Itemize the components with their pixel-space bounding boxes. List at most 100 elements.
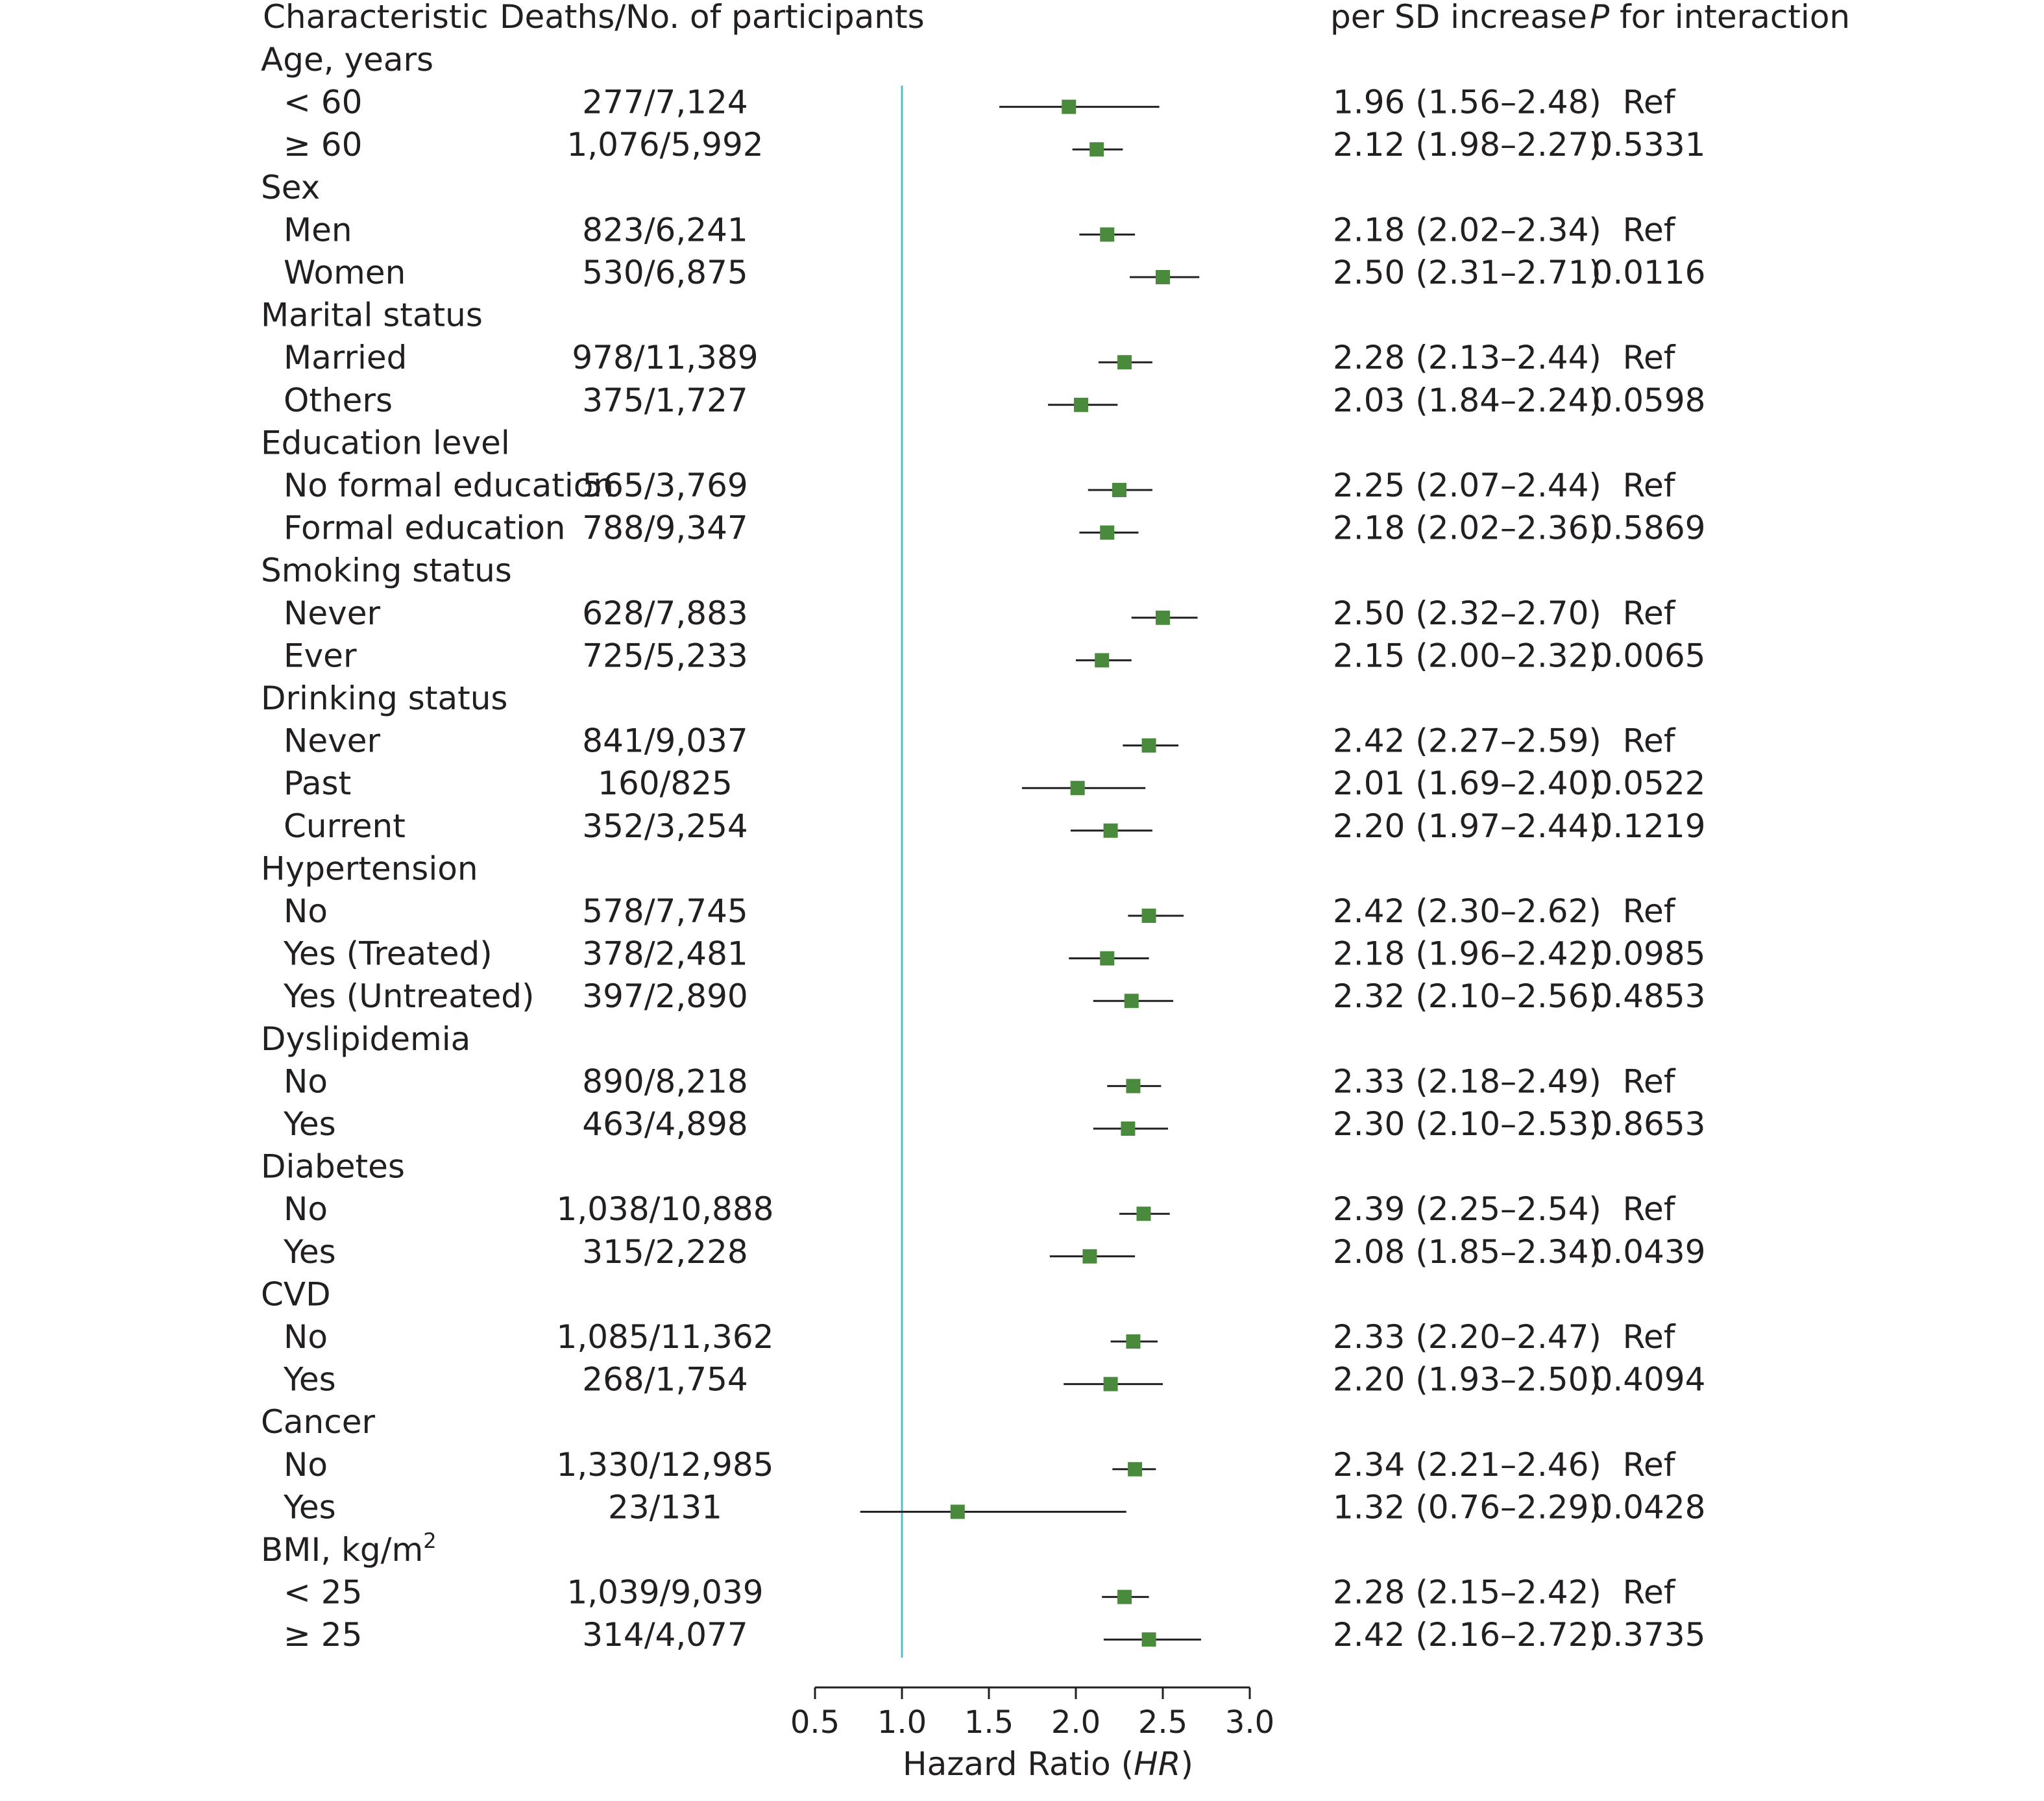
subgroup-label: No [284, 1190, 328, 1228]
subgroup-row: Men 823/6,241 2.18 (2.02–2.34) Ref [284, 211, 1676, 249]
subgroup-label: No formal education [284, 467, 614, 504]
group-row: CVD [261, 1275, 331, 1313]
group-label: Diabetes [261, 1148, 405, 1186]
subgroup-row: No 890/8,218 2.33 (2.18–2.49) Ref [284, 1062, 1676, 1100]
p-interaction-value: 0.0439 [1592, 1233, 1706, 1271]
deaths-value: 1,039/9,039 [566, 1574, 763, 1611]
subgroup-row: No 1,038/10,888 2.39 (2.25–2.54) Ref [284, 1190, 1676, 1228]
p-interaction-value: 0.3735 [1592, 1616, 1706, 1654]
hr-marker [1095, 653, 1110, 668]
hr-marker [1126, 1079, 1141, 1094]
hr-marker [950, 1504, 965, 1519]
p-interaction-value: Ref [1623, 211, 1676, 249]
hr-ci-text: 2.20 (1.97–2.44) [1333, 807, 1601, 845]
subgroup-label: Married [284, 339, 407, 376]
subgroup-row: Yes (Treated) 378/2,481 2.18 (1.96–2.42)0.… [283, 935, 1705, 973]
deaths-value: 841/9,037 [582, 722, 748, 760]
hr-ci-text: 1.96 (1.56–2.48) [1333, 84, 1601, 121]
hr-marker [1082, 1249, 1097, 1264]
hr-marker [1141, 1632, 1156, 1647]
group-label: Age, years [261, 41, 433, 79]
subgroup-label: ≥ 25 [284, 1616, 362, 1654]
group-row: Cancer [261, 1403, 375, 1441]
hr-ci-text: 1.32 (0.76–2.29) [1333, 1488, 1601, 1526]
group-label: Cancer [261, 1403, 375, 1441]
subgroup-row: < 60 277/7,124 1.96 (1.56–2.48) Ref [284, 84, 1676, 121]
subgroup-label: ≥ 60 [284, 126, 362, 164]
subgroup-label: Yes [283, 1105, 336, 1143]
x-tick-label: 2.5 [1138, 1704, 1187, 1741]
p-interaction-value: 0.4094 [1592, 1361, 1706, 1399]
x-axis: 0.5 1.0 1.5 2.0 2.5 3.0 Hazard Ratio (HR) [790, 1686, 1274, 1783]
subgroup-label: < 25 [284, 1574, 362, 1611]
hr-ci-text: 2.30 (2.10–2.53) [1333, 1105, 1601, 1143]
p-interaction-value: 0.0116 [1592, 254, 1706, 291]
group-row: Drinking status [261, 680, 507, 717]
subgroup-label: Yes (Untreated) [283, 977, 534, 1015]
x-tick-label: 1.0 [877, 1704, 927, 1741]
hr-ci-text: 2.32 (2.10–2.56) [1333, 977, 1601, 1015]
hr-ci-text: 2.50 (2.32–2.70) [1333, 594, 1601, 632]
subgroup-label: < 60 [284, 84, 362, 121]
subgroup-label: Women [284, 254, 406, 291]
subgroup-row: Yes (Untreated) 397/2,890 2.32 (2.10–2.56)… [283, 977, 1705, 1015]
hr-marker [1089, 142, 1104, 157]
subgroup-row: No 578/7,745 2.42 (2.30–2.62) Ref [284, 892, 1676, 930]
x-tick-label: 2.0 [1051, 1704, 1101, 1741]
group-label: Hypertension [261, 850, 478, 887]
hr-ci-text: 2.39 (2.25–2.54) [1333, 1190, 1601, 1228]
p-interaction-value: Ref [1623, 1062, 1676, 1100]
subgroup-label: No [284, 1062, 328, 1100]
hr-ci-text: 2.42 (2.27–2.59) [1333, 722, 1601, 760]
p-interaction-value: Ref [1623, 339, 1676, 376]
subgroup-label: Current [284, 807, 406, 845]
hr-ci-text: 2.03 (1.84–2.24) [1333, 382, 1601, 419]
subgroup-label: Yes [283, 1488, 336, 1526]
header-p-rest: for interaction [1609, 0, 1850, 36]
deaths-value: 788/9,347 [582, 509, 748, 547]
p-interaction-value: 0.1219 [1592, 807, 1706, 845]
subgroup-label: Others [284, 382, 393, 419]
subgroup-row: Formal education 788/9,347 2.18 (2.02–2.36… [284, 509, 1705, 547]
hr-ci-text: 2.42 (2.30–2.62) [1333, 892, 1601, 930]
group-row: Education level [261, 424, 510, 461]
hr-ci-text: 2.34 (2.21–2.46) [1333, 1446, 1601, 1484]
hr-ci-text: 2.20 (1.93–2.50) [1333, 1361, 1601, 1399]
hr-ci-text: 2.25 (2.07–2.44) [1333, 467, 1601, 504]
hr-marker [1100, 525, 1115, 540]
subgroup-row: No 1,330/12,985 2.34 (2.21–2.46) Ref [284, 1446, 1676, 1484]
hr-ci-text: 2.18 (2.02–2.34) [1333, 211, 1601, 249]
hr-marker [1141, 738, 1156, 753]
hr-ci-text: 2.08 (1.85–2.34) [1333, 1233, 1601, 1271]
deaths-value: 160/825 [598, 765, 733, 802]
p-interaction-value: Ref [1623, 1318, 1676, 1356]
hr-marker [1074, 397, 1089, 412]
deaths-value: 628/7,883 [582, 594, 748, 632]
subgroup-row: Yes 268/1,754 2.20 (1.93–2.50)0.4094 [283, 1361, 1705, 1399]
subgroup-row: No 1,085/11,362 2.33 (2.20–2.47) Ref [284, 1318, 1676, 1356]
hr-marker [1100, 227, 1115, 242]
deaths-value: 277/7,124 [582, 84, 748, 121]
subgroup-row: Married 978/11,389 2.28 (2.13–2.44) Ref [284, 339, 1676, 376]
hr-ci-text: 2.33 (2.18–2.49) [1333, 1062, 1601, 1100]
deaths-value: 1,076/5,992 [566, 126, 763, 164]
hr-marker [1103, 1377, 1118, 1391]
hr-ci-text: 2.28 (2.15–2.42) [1333, 1574, 1601, 1611]
subgroup-label: Ever [284, 637, 357, 674]
x-tick-label: 1.5 [964, 1704, 1014, 1741]
subgroup-label: Yes (Treated) [283, 935, 493, 973]
x-axis-label-italic: HR [1134, 1745, 1180, 1783]
deaths-value: 978/11,389 [572, 339, 758, 376]
hr-marker [1103, 823, 1118, 838]
hr-marker [1112, 483, 1126, 497]
deaths-value: 1,330/12,985 [557, 1446, 774, 1484]
p-interaction-value: 0.0065 [1592, 637, 1706, 674]
rows-layer: Age, years < 60 277/7,124 1.96 (1.56–2.48) R… [261, 41, 1705, 1654]
header-p-italic: P [1590, 0, 1610, 36]
x-tick-label: 3.0 [1225, 1704, 1274, 1741]
subgroup-row: Never 841/9,037 2.42 (2.27–2.59) Ref [284, 722, 1676, 760]
group-row: Hypertension [261, 850, 478, 887]
p-interaction-value: Ref [1623, 1190, 1676, 1228]
